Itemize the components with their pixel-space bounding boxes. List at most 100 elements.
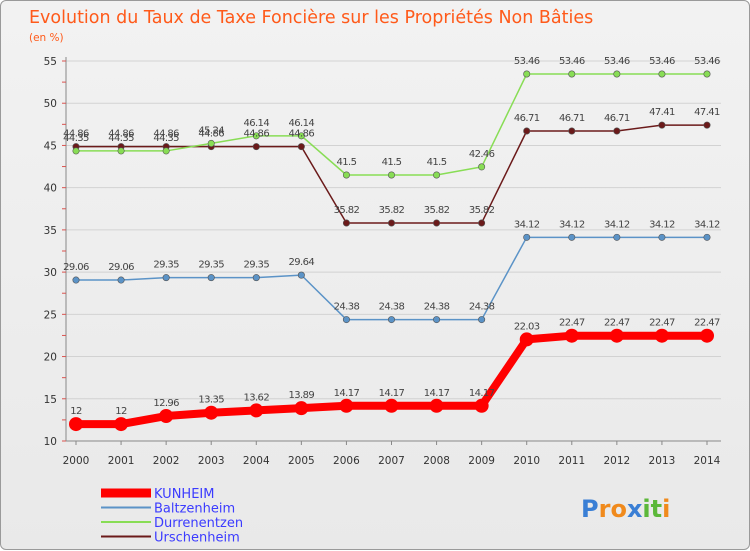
data-label-durrenentzen-2012: 53.46 bbox=[604, 56, 630, 67]
logo-letter: i bbox=[662, 495, 670, 523]
data-point-kunheim-2013 bbox=[654, 328, 669, 343]
data-label-durrenentzen-2004: 46.14 bbox=[243, 118, 269, 129]
data-point-durrenentzen-2005 bbox=[297, 132, 305, 140]
x-tick-labels: 2000 2001 2002 2003 2004 2005 2006 2007 2008 2009… bbox=[63, 455, 721, 467]
logo-letter: r bbox=[599, 495, 611, 523]
data-point-kunheim-2008 bbox=[429, 398, 444, 413]
data-point-urschenheim-2010 bbox=[523, 127, 531, 135]
y-tick-label-50: 50 bbox=[44, 98, 57, 110]
data-point-baltzenheim-2009 bbox=[478, 316, 486, 324]
data-point-kunheim-2010 bbox=[519, 332, 534, 347]
data-label-baltzenheim-2008: 24.38 bbox=[424, 302, 450, 313]
data-point-baltzenheim-2002 bbox=[162, 274, 170, 282]
y-tick-label-35: 35 bbox=[44, 225, 57, 237]
data-label-kunheim-2006: 14.17 bbox=[334, 388, 360, 399]
data-label-urschenheim-2008: 35.82 bbox=[424, 205, 450, 216]
data-label-urschenheim-2009: 35.82 bbox=[469, 205, 495, 216]
data-point-durrenentzen-2006 bbox=[342, 171, 350, 179]
data-label-baltzenheim-2002: 29.35 bbox=[153, 260, 179, 271]
legend-label-durrenentzen: Durrenentzen bbox=[154, 516, 243, 531]
y-tick-label-25: 25 bbox=[44, 309, 57, 321]
data-label-baltzenheim-2006: 24.38 bbox=[334, 302, 360, 313]
y-tick-label-55: 55 bbox=[44, 56, 57, 68]
data-label-kunheim-2008: 14.17 bbox=[424, 388, 450, 399]
data-point-durrenentzen-2000 bbox=[72, 147, 80, 155]
data-label-durrenentzen-2005: 46.14 bbox=[289, 118, 315, 129]
data-label-urschenheim-2013: 47.41 bbox=[649, 107, 675, 118]
data-label-kunheim-2005: 13.89 bbox=[289, 390, 315, 401]
data-point-durrenentzen-2014 bbox=[703, 70, 711, 78]
data-label-urschenheim-2002: 44.86 bbox=[153, 129, 179, 140]
y-tick-label-15: 15 bbox=[44, 394, 57, 406]
x-tick-label-2007: 2007 bbox=[378, 455, 405, 467]
x-tick-label-2003: 2003 bbox=[198, 455, 225, 467]
chart-subtitle: (en %) bbox=[29, 32, 64, 44]
x-tick-label-2000: 2000 bbox=[63, 455, 90, 467]
data-label-durrenentzen-2007: 41.5 bbox=[382, 157, 402, 168]
data-label-durrenentzen-2010: 53.46 bbox=[514, 56, 540, 67]
data-label-baltzenheim-2011: 34.12 bbox=[559, 219, 585, 230]
data-point-kunheim-2007 bbox=[384, 398, 399, 413]
data-label-baltzenheim-2012: 34.12 bbox=[604, 219, 630, 230]
data-point-durrenentzen-2010 bbox=[523, 70, 531, 78]
data-point-baltzenheim-2014 bbox=[703, 233, 711, 241]
legend-label-baltzenheim: Baltzenheim bbox=[154, 502, 235, 517]
data-label-durrenentzen-2002: 44.35 bbox=[153, 133, 179, 144]
data-point-durrenentzen-2008 bbox=[433, 171, 441, 179]
data-point-kunheim-2011 bbox=[564, 328, 579, 343]
data-point-durrenentzen-2007 bbox=[387, 171, 395, 179]
data-point-baltzenheim-2013 bbox=[658, 233, 666, 241]
data-labels: 44.86 44.86 44.86 44.86 44.86 44.86 35.82 35.82… bbox=[63, 56, 720, 417]
data-label-durrenentzen-2008: 41.5 bbox=[427, 157, 447, 168]
x-tick-label-2006: 2006 bbox=[333, 455, 360, 467]
data-label-durrenentzen-2009: 42.46 bbox=[469, 149, 495, 160]
y-tick-label-40: 40 bbox=[44, 183, 57, 195]
data-label-urschenheim-2011: 46.71 bbox=[559, 113, 585, 124]
data-point-urschenheim-2008 bbox=[433, 219, 441, 227]
data-point-durrenentzen-2012 bbox=[613, 70, 621, 78]
data-point-urschenheim-2013 bbox=[658, 121, 666, 129]
data-label-baltzenheim-2013: 34.12 bbox=[649, 219, 675, 230]
data-label-urschenheim-2000: 44.86 bbox=[63, 129, 89, 140]
data-point-urschenheim-2014 bbox=[703, 121, 711, 129]
data-point-kunheim-2004 bbox=[249, 403, 264, 418]
data-label-baltzenheim-2010: 34.12 bbox=[514, 219, 540, 230]
data-label-kunheim-2003: 13.35 bbox=[198, 395, 224, 406]
data-point-kunheim-2009 bbox=[474, 398, 489, 413]
data-point-baltzenheim-2000 bbox=[72, 276, 80, 284]
data-label-urschenheim-2001: 44.86 bbox=[108, 129, 134, 140]
data-point-baltzenheim-2011 bbox=[568, 233, 576, 241]
chart-title: Evolution du Taux de Taxe Foncière sur l… bbox=[29, 8, 593, 28]
data-label-kunheim-2011: 22.47 bbox=[559, 318, 585, 329]
data-label-kunheim-2012: 22.47 bbox=[604, 318, 630, 329]
series-group bbox=[69, 70, 714, 432]
data-point-kunheim-2000 bbox=[69, 417, 83, 432]
data-label-kunheim-2007: 14.17 bbox=[379, 388, 405, 399]
logo-letter: o bbox=[610, 495, 627, 523]
logo-letter: P bbox=[581, 495, 599, 523]
x-tick-label-2009: 2009 bbox=[468, 455, 495, 467]
x-tick-label-2014: 2014 bbox=[694, 455, 721, 467]
data-point-durrenentzen-2009 bbox=[478, 163, 486, 171]
y-tick-labels: 10 15 20 25 30 35 40 45 50 55 bbox=[44, 56, 57, 448]
data-label-durrenentzen-2013: 53.46 bbox=[649, 56, 675, 67]
data-label-kunheim-2010: 22.03 bbox=[514, 321, 540, 332]
x-tick-label-2005: 2005 bbox=[288, 455, 315, 467]
data-point-durrenentzen-2001 bbox=[117, 147, 125, 155]
data-label-urschenheim-2004: 44.86 bbox=[243, 129, 269, 140]
data-label-durrenentzen-2014: 53.46 bbox=[694, 56, 720, 67]
data-point-urschenheim-2011 bbox=[568, 127, 576, 135]
data-point-baltzenheim-2008 bbox=[433, 316, 441, 324]
data-label-urschenheim-2014: 47.41 bbox=[694, 107, 720, 118]
data-point-kunheim-2006 bbox=[339, 398, 354, 413]
axes bbox=[62, 57, 721, 445]
data-label-kunheim-2004: 13.62 bbox=[243, 392, 269, 403]
data-point-kunheim-2005 bbox=[294, 401, 309, 416]
data-point-kunheim-2003 bbox=[204, 405, 219, 420]
x-tick-label-2001: 2001 bbox=[108, 455, 135, 467]
data-label-baltzenheim-2004: 29.35 bbox=[243, 260, 269, 271]
proxiti-logo: Proxiti bbox=[581, 495, 670, 523]
data-label-kunheim-2009: 14.17 bbox=[469, 388, 495, 399]
